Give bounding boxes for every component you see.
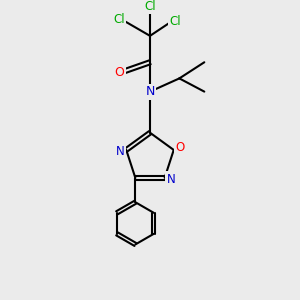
Text: Cl: Cl [113, 13, 125, 26]
Text: Cl: Cl [169, 15, 181, 28]
Text: O: O [176, 141, 185, 154]
Text: Cl: Cl [144, 0, 156, 13]
Text: O: O [114, 66, 124, 79]
Text: N: N [167, 173, 176, 186]
Text: N: N [116, 145, 124, 158]
Text: N: N [145, 85, 155, 98]
